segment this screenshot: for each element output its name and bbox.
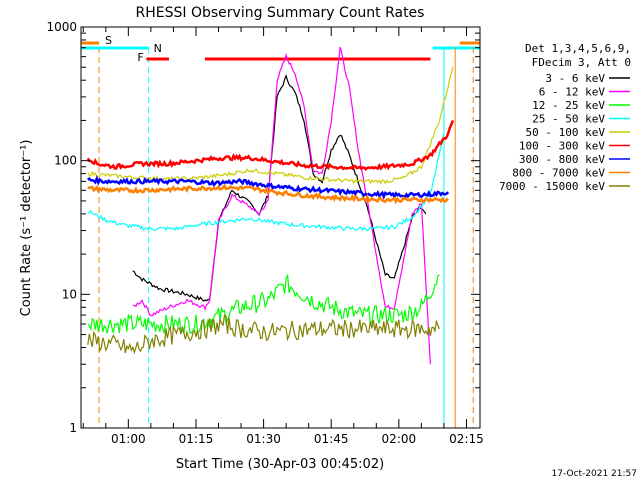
series-layer (86, 46, 455, 365)
flag-layer: S NF (81, 34, 480, 428)
x-tick-label: 01:00 (111, 432, 146, 446)
legend-label: 12 - 25 keV (532, 99, 605, 112)
y-axis-label: Count Rate (s⁻¹ detector⁻¹) (19, 140, 34, 317)
legend-label: 50 - 100 keV (526, 126, 606, 139)
x-tick-label: 01:45 (314, 432, 349, 446)
x-tick-label: 01:30 (246, 432, 281, 446)
legend-header-line-2: FDecim 3, Att 0 (532, 56, 631, 69)
series-line-5 (87, 67, 454, 185)
series-line-3 (87, 273, 440, 335)
y-tick-label: 1 (69, 421, 77, 435)
frame-layer: 1 10 100 1000 01:00 01:15 01:30 01:45 02:00 02:15 (46, 20, 483, 446)
series-line-7 (87, 175, 450, 200)
flag-label-s: S (105, 34, 112, 47)
series-line-1 (132, 74, 427, 302)
legend-label: 300 - 800 keV (519, 153, 605, 166)
y-tick-label: 10 (62, 287, 77, 301)
x-axis-label: Start Time (30-Apr-03 00:45:02) (176, 457, 384, 472)
chart-title: RHESSI Observing Summary Count Rates (136, 5, 425, 21)
plot-frame (80, 26, 481, 429)
x-tick-label: 02:00 (382, 432, 417, 446)
legend-header-line-1: Det 1,3,4,5,6,9, (525, 42, 631, 55)
y-tick-label: 100 (54, 154, 77, 168)
flag-label-n: N (154, 42, 162, 55)
series-line-6 (86, 119, 455, 172)
flag-label-f: F (137, 51, 143, 64)
series-line-8 (87, 183, 449, 205)
timestamp-label: 17-Oct-2021 21:57 (552, 469, 637, 479)
x-tick-label: 02:15 (449, 432, 484, 446)
series-line-9 (87, 314, 440, 355)
series-line-4 (87, 133, 445, 232)
legend-label: 3 - 6 keV (545, 72, 605, 85)
series-line-2 (132, 46, 431, 365)
legend-label: 6 - 12 keV (539, 86, 606, 99)
legend-label: 25 - 50 keV (532, 113, 605, 126)
x-tick-label: 01:15 (179, 432, 214, 446)
legend-label: 100 - 300 keV (519, 140, 605, 153)
y-tick-label: 1000 (46, 20, 77, 34)
legend-label: 800 - 7000 keV (512, 167, 605, 180)
legend-label: 7000 - 15000 keV (499, 180, 605, 193)
